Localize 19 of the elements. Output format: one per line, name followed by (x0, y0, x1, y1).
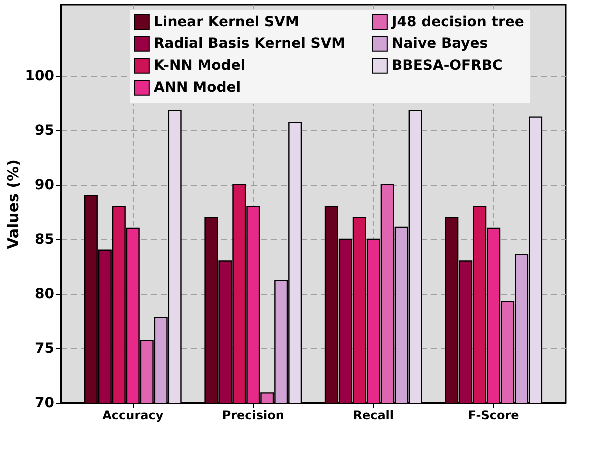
legend-label: K-NN Model (154, 58, 246, 74)
y-tick-label: 75 (35, 340, 54, 357)
legend-label: Linear Kernel SVM (154, 14, 300, 30)
y-tick-label: 95 (35, 122, 54, 139)
legend-label: ANN Model (154, 80, 242, 96)
legend-label: J48 decision tree (391, 14, 524, 30)
legend-label: Naive Bayes (392, 36, 488, 52)
legend-label: Radial Basis Kernel SVM (154, 36, 346, 52)
legend-label: BBESA-OFRBC (392, 58, 503, 74)
x-tick-label: Precision (222, 408, 284, 422)
y-tick-label: 90 (35, 177, 55, 194)
x-tick-label: F-Score (468, 408, 520, 422)
x-tick-label: Recall (353, 408, 394, 422)
y-tick-label: 85 (35, 232, 54, 248)
y-tick-label: 100 (25, 68, 55, 84)
y-axis-title: Values (%) (4, 160, 22, 250)
y-tick-label: 70 (35, 396, 55, 412)
y-tick-label: 80 (35, 286, 55, 302)
x-tick-label: Accuracy (102, 408, 164, 422)
